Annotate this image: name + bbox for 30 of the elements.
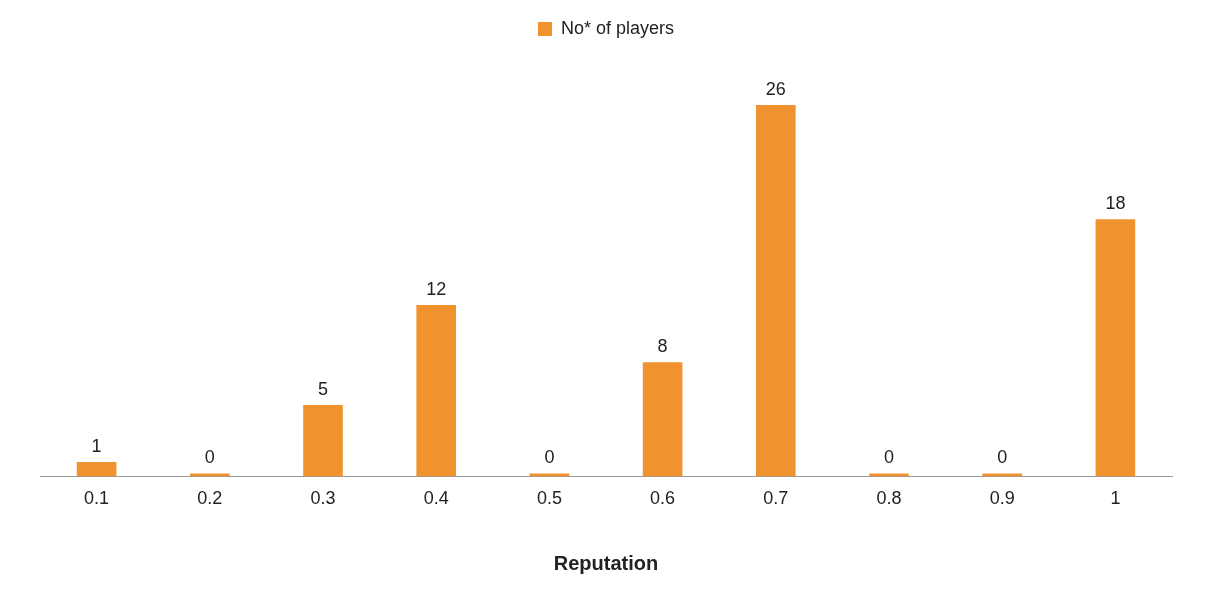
- x-tick-label: 0.7: [763, 488, 789, 509]
- data-label: 1: [91, 436, 102, 457]
- data-label: 0: [997, 447, 1008, 468]
- bar: [529, 473, 570, 477]
- x-tick-label: 0.4: [423, 488, 449, 509]
- data-label: 18: [1105, 193, 1126, 214]
- x-tick-label: 0.1: [84, 488, 110, 509]
- x-tick-label: 0.3: [310, 488, 336, 509]
- x-tick-label: 0.6: [650, 488, 676, 509]
- bar: [982, 473, 1023, 477]
- bar: [755, 105, 796, 477]
- data-label: 8: [657, 336, 668, 357]
- data-label: 26: [765, 79, 786, 100]
- data-label: 0: [883, 447, 895, 468]
- x-tick-label: 0.9: [989, 488, 1015, 509]
- legend-label: No* of players: [560, 17, 675, 38]
- bar: [416, 305, 457, 477]
- x-tick-label: 0.5: [536, 488, 562, 509]
- data-label: 12: [426, 279, 447, 300]
- bar: [1095, 219, 1136, 477]
- x-tick-label: 1: [1110, 488, 1121, 509]
- x-tick-label: 0.8: [876, 488, 902, 509]
- data-label: 5: [317, 378, 329, 399]
- x-tick-label: 0.2: [197, 488, 223, 509]
- data-label: 0: [544, 447, 555, 468]
- x-axis-title: Reputation: [553, 551, 659, 574]
- data-label: 0: [204, 447, 215, 468]
- bar: [869, 473, 909, 477]
- bar: [642, 362, 683, 477]
- bar: [189, 473, 230, 477]
